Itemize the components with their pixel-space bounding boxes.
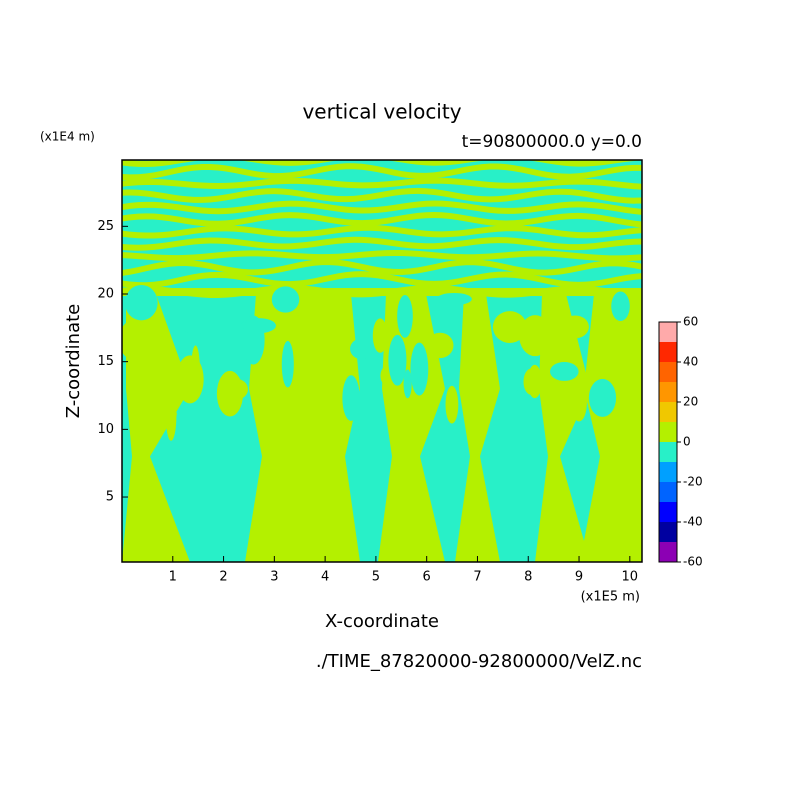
field-region: [350, 338, 373, 360]
field-band: [122, 224, 642, 239]
field-region: [403, 369, 412, 399]
field-region: [626, 311, 642, 358]
chart-title: vertical velocity: [302, 100, 461, 124]
y-tick-label: 5: [106, 490, 114, 505]
field-region: [445, 385, 459, 424]
y-tick-label: 25: [97, 219, 114, 234]
colorbar-band: [659, 442, 677, 462]
field-region: [410, 342, 429, 396]
field-band: [122, 163, 642, 181]
colorbar-label: 40: [683, 355, 698, 369]
field-region: [271, 286, 300, 313]
x-tick-label: 2: [219, 570, 227, 585]
field-region: [388, 334, 407, 386]
field-region: [588, 378, 617, 417]
colorbar-label: -40: [683, 515, 703, 529]
field-band: [122, 236, 642, 251]
field-region: [580, 294, 642, 562]
field-region: [342, 375, 360, 421]
field-region: [436, 292, 472, 306]
colorbar-band: [659, 402, 677, 422]
field-region: [519, 315, 552, 357]
colorbar-band: [659, 362, 677, 382]
field-region: [611, 291, 630, 322]
x-tick-label: 3: [270, 570, 278, 585]
x-tick-label: 6: [423, 570, 431, 585]
colorbar-label: 60: [683, 315, 698, 329]
x-tick-label: 7: [473, 570, 481, 585]
colorbar-band: [659, 482, 677, 502]
field-band: [122, 177, 642, 190]
field-band: [122, 200, 642, 215]
field-band: [122, 271, 642, 289]
field-band: [122, 187, 642, 204]
y-tick-label: 15: [97, 354, 114, 369]
x-tick-label: 5: [372, 570, 380, 585]
plot-frame: [121, 159, 643, 563]
field-region: [500, 341, 524, 394]
field-region: [242, 315, 265, 365]
field-region: [571, 383, 587, 422]
field-region: [165, 390, 177, 441]
colorbar-label: 0: [683, 435, 691, 449]
colorbar-label: 20: [683, 395, 698, 409]
colorbar-band: [659, 522, 677, 542]
x-tick-label: 8: [524, 570, 532, 585]
field-region: [550, 362, 579, 381]
y-unit: (x1E4 m): [40, 130, 95, 144]
footer: ./TIME_87820000-92800000/VelZ.nc: [316, 651, 642, 672]
x-tick-label: 10: [622, 570, 639, 585]
field-band: [122, 259, 642, 276]
field-band: [122, 288, 642, 296]
colorbar-band: [659, 462, 677, 482]
colorbar-band: [659, 542, 677, 562]
field-region: [535, 294, 590, 562]
x-unit: (x1E5 m): [581, 590, 640, 605]
field-region: [177, 302, 214, 335]
colorbar-label: -20: [683, 475, 703, 489]
field-region: [397, 294, 413, 338]
field-region: [216, 370, 244, 417]
field-region: [124, 284, 158, 321]
x-tick-label: 4: [321, 570, 329, 585]
colorbar-band: [659, 342, 677, 362]
field-region: [176, 355, 204, 404]
field-region: [561, 315, 589, 339]
field-band: [122, 160, 642, 168]
field-band: [122, 212, 642, 228]
colorbar-band: [659, 422, 677, 442]
x-tick-label: 1: [169, 570, 177, 585]
field-region: [122, 294, 190, 562]
chart-subtitle: t=90800000.0 y=0.0: [462, 132, 642, 152]
colorbar-band: [659, 322, 677, 342]
field-region: [319, 348, 331, 370]
field-region: [426, 332, 454, 359]
field-region: [523, 368, 540, 395]
contour-field: [122, 160, 642, 562]
field-region: [372, 318, 388, 353]
y-tick-label: 10: [97, 422, 114, 437]
field-region: [455, 294, 500, 562]
colorbar-band: [659, 502, 677, 522]
y-axis-label: Z-coordinate: [63, 304, 84, 419]
y-tick-label: 20: [97, 287, 114, 302]
colorbar-label: -60: [683, 555, 703, 569]
field-region: [492, 311, 527, 343]
field-band: [122, 249, 642, 262]
field-region: [280, 294, 360, 562]
x-axis-label: X-coordinate: [325, 611, 439, 632]
field-region: [281, 340, 294, 388]
x-tick-label: 9: [575, 570, 583, 585]
colorbar-band: [659, 382, 677, 402]
